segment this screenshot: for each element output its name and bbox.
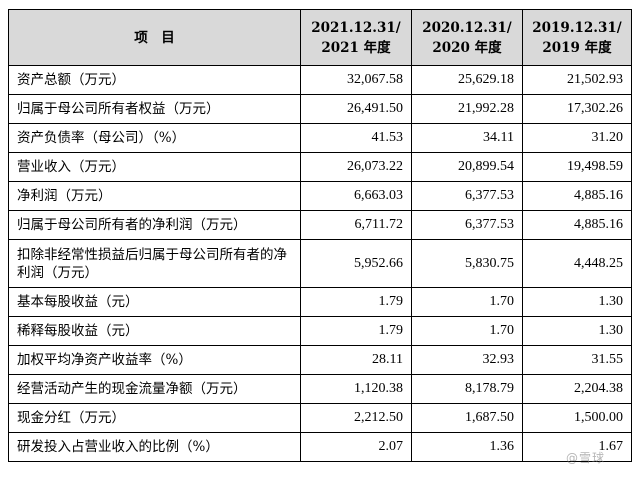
row-label: 资产负债率（母公司）（%） — [8, 123, 301, 153]
cell-2021: 26,073.22 — [300, 152, 412, 182]
row-label: 基本每股收益（元） — [8, 287, 301, 317]
table-row-operating-cash-flow: 经营活动产生的现金流量净额（万元） 1,120.38 8,178.79 2,20… — [8, 374, 632, 404]
cell-2020: 1.36 — [411, 432, 523, 462]
row-label: 归属于母公司所有者的净利润（万元） — [8, 210, 301, 240]
watermark-text: @雪球 — [566, 451, 606, 465]
cell-2019: 31.20 — [522, 123, 632, 153]
cell-2021: 26,491.50 — [300, 94, 412, 124]
header-2019: 2019.12.31/ 2019 年度 — [522, 9, 632, 66]
header-2019-year: 2019 年度 — [542, 39, 612, 56]
cell-2020: 1.70 — [411, 316, 523, 346]
table-row-rd-ratio: 研发投入占营业收入的比例（%） 2.07 1.36 1.67 — [8, 432, 632, 462]
table-row-diluted-eps: 稀释每股收益（元） 1.79 1.70 1.30 — [8, 316, 632, 346]
cell-2020: 8,178.79 — [411, 374, 523, 404]
table-row-net-profit: 净利润（万元） 6,663.03 6,377.53 4,885.16 — [8, 181, 632, 211]
cell-2019: 1.67 — [522, 432, 632, 462]
cell-2019: 4,885.16 — [522, 210, 632, 240]
cell-2021: 1.79 — [300, 316, 412, 346]
cell-2021: 28.11 — [300, 345, 412, 375]
table-row-total-assets: 资产总额（万元） 32,067.58 25,629.18 21,502.93 — [8, 65, 632, 95]
cell-2019: 1.30 — [522, 287, 632, 317]
cell-2020: 1.70 — [411, 287, 523, 317]
cell-2020: 25,629.18 — [411, 65, 523, 95]
cell-2020: 5,830.75 — [411, 239, 523, 288]
cell-2019: 4,885.16 — [522, 181, 632, 211]
header-item: 项 目 — [8, 9, 301, 66]
cell-2019: 17,302.26 — [522, 94, 632, 124]
row-label: 经营活动产生的现金流量净额（万元） — [8, 374, 301, 404]
cell-2021: 32,067.58 — [300, 65, 412, 95]
cell-2020: 20,899.54 — [411, 152, 523, 182]
cell-2021: 5,952.66 — [300, 239, 412, 288]
cell-2020: 21,992.28 — [411, 94, 523, 124]
financial-summary-table: 项 目 2021.12.31/ 2021 年度 2020.12.31/ 2020… — [8, 9, 632, 462]
table-row-parent-net-profit: 归属于母公司所有者的净利润（万元） 6,711.72 6,377.53 4,88… — [8, 210, 632, 240]
table-row-revenue: 营业收入（万元） 26,073.22 20,899.54 19,498.59 — [8, 152, 632, 182]
header-row: 项 目 2021.12.31/ 2021 年度 2020.12.31/ 2020… — [8, 9, 632, 66]
row-label: 归属于母公司所有者权益（万元） — [8, 94, 301, 124]
cell-2020: 6,377.53 — [411, 181, 523, 211]
header-2021-date: 2021.12.31/ — [311, 19, 401, 36]
table-row-adjusted-net-profit: 扣除非经常性损益后归属于母公司所有者的净利润（万元） 5,952.66 5,83… — [8, 239, 632, 288]
table-row-parent-equity: 归属于母公司所有者权益（万元） 26,491.50 21,992.28 17,3… — [8, 94, 632, 124]
cell-2020: 1,687.50 — [411, 403, 523, 433]
cell-2020: 32.93 — [411, 345, 523, 375]
row-label: 加权平均净资产收益率（%） — [8, 345, 301, 375]
cell-2019: 2,204.38 — [522, 374, 632, 404]
cell-2020: 34.11 — [411, 123, 523, 153]
table-row-debt-ratio: 资产负债率（母公司）（%） 41.53 34.11 31.20 — [8, 123, 632, 153]
table-row-basic-eps: 基本每股收益（元） 1.79 1.70 1.30 — [8, 287, 632, 317]
cell-2019: 1,500.00 — [522, 403, 632, 433]
row-label: 资产总额（万元） — [8, 65, 301, 95]
table-row-cash-dividend: 现金分红（万元） 2,212.50 1,687.50 1,500.00 — [8, 403, 632, 433]
cell-2021: 1,120.38 — [300, 374, 412, 404]
row-label: 净利润（万元） — [8, 181, 301, 211]
cell-2019: 19,498.59 — [522, 152, 632, 182]
cell-2019: 31.55 — [522, 345, 632, 375]
cell-2021: 1.79 — [300, 287, 412, 317]
header-2021: 2021.12.31/ 2021 年度 — [300, 9, 412, 66]
row-label: 现金分红（万元） — [8, 403, 301, 433]
cell-2021: 41.53 — [300, 123, 412, 153]
header-2020-date: 2020.12.31/ — [422, 19, 512, 36]
row-label: 研发投入占营业收入的比例（%） — [8, 432, 301, 462]
header-2020: 2020.12.31/ 2020 年度 — [411, 9, 523, 66]
cell-2019: 4,448.25 — [522, 239, 632, 288]
header-2021-year: 2021 年度 — [321, 39, 391, 56]
cell-2020: 6,377.53 — [411, 210, 523, 240]
cell-2019: 21,502.93 — [522, 65, 632, 95]
header-2020-year: 2020 年度 — [432, 39, 502, 56]
cell-2021: 2.07 — [300, 432, 412, 462]
row-label: 扣除非经常性损益后归属于母公司所有者的净利润（万元） — [8, 239, 301, 288]
cell-2019: 1.30 — [522, 316, 632, 346]
table-row-roe: 加权平均净资产收益率（%） 28.11 32.93 31.55 — [8, 345, 632, 375]
cell-2021: 6,663.03 — [300, 181, 412, 211]
row-label: 稀释每股收益（元） — [8, 316, 301, 346]
cell-2021: 2,212.50 — [300, 403, 412, 433]
row-label: 营业收入（万元） — [8, 152, 301, 182]
cell-2021: 6,711.72 — [300, 210, 412, 240]
header-2019-date: 2019.12.31/ — [532, 19, 622, 36]
